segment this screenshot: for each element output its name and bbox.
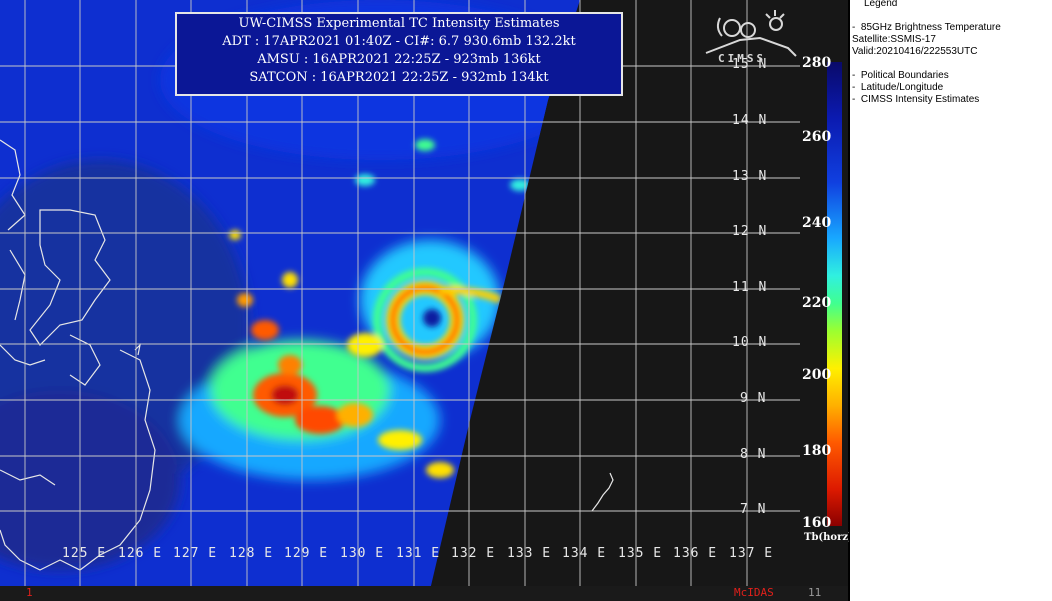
- colorbar-tick-160: 160: [802, 515, 832, 531]
- lon-label-131e: 131 E: [396, 546, 441, 561]
- colorbar-tick-200: 200: [802, 367, 832, 383]
- lat-label-14n: 14 N: [732, 113, 768, 128]
- lat-label-7n: 7 N: [740, 502, 767, 517]
- swath-imagery: [0, 0, 580, 590]
- colorbar-tick-280: 280: [802, 55, 832, 71]
- lat-label-12n: 12 N: [732, 224, 768, 239]
- mcidas-label: McIDAS: [734, 586, 774, 599]
- lon-label-130e: 130 E: [340, 546, 385, 561]
- lat-label-9n: 9 N: [740, 391, 767, 406]
- lon-label-133e: 133 E: [507, 546, 552, 561]
- frame-count: 11: [808, 586, 822, 599]
- lon-label-135e: 135 E: [618, 546, 663, 561]
- legend-valid-time: Valid:20210416/222553UTC: [852, 46, 978, 57]
- info-amsu: AMSU : 16APR2021 22:25Z - 923mb 136kt: [257, 52, 541, 67]
- legend-title: Legend: [864, 0, 898, 9]
- legend-product: - 85GHz Brightness Temperature: [852, 22, 1001, 33]
- lon-label-129e: 129 E: [284, 546, 329, 561]
- lat-label-11n: 11 N: [732, 280, 768, 295]
- lon-label-127e: 127 E: [173, 546, 218, 561]
- lon-label-126e: 126 E: [118, 546, 163, 561]
- cimss-logo-icon: CIMSS: [705, 10, 797, 65]
- lat-label-15n: 15 N: [732, 57, 768, 72]
- lon-label-134e: 134 E: [562, 546, 607, 561]
- lon-label-125e: 125 E: [62, 546, 107, 561]
- brightness-temperature-colorbar: [827, 62, 842, 526]
- lat-label-13n: 13 N: [732, 169, 768, 184]
- lon-label-137e: 137 E: [729, 546, 774, 561]
- legend-overlay-latlon: - Latitude/Longitude: [852, 82, 944, 93]
- lon-label-132e: 132 E: [451, 546, 496, 561]
- lat-lon-grid: [0, 0, 800, 586]
- intensity-estimates-box: UW-CIMSS Experimental TC Intensity Estim…: [175, 12, 623, 96]
- colorbar-tick-240: 240: [802, 215, 832, 231]
- legend-panel: Legend - 85GHz Brightness Temperature Sa…: [849, 0, 1052, 601]
- lat-label-8n: 8 N: [740, 447, 767, 462]
- cimss-logo: CIMSS: [700, 8, 800, 68]
- logo-text: CIMSS: [718, 52, 766, 65]
- lat-label-10n: 10 N: [732, 335, 768, 350]
- frame-number: 1: [26, 586, 33, 599]
- info-satcon: SATCON : 16APR2021 22:25Z - 932mb 134kt: [249, 70, 549, 85]
- colorbar-tick-260: 260: [802, 129, 832, 145]
- satellite-imagery: [0, 0, 800, 590]
- colorbar-tick-220: 220: [802, 295, 832, 311]
- legend-overlay-intensity: - CIMSS Intensity Estimates: [852, 94, 980, 105]
- lon-label-128e: 128 E: [229, 546, 274, 561]
- colorbar-unit: Tb(horz): [804, 532, 853, 543]
- legend-satellite: Satellite:SSMIS-17: [852, 34, 936, 45]
- info-adt: ADT : 17APR2021 01:40Z - CI#: 6.7 930.6m…: [222, 34, 576, 49]
- colorbar-tick-180: 180: [802, 443, 832, 459]
- satellite-map: 15 N 14 N 13 N 12 N 11 N 10 N 9 N 8 N 7 …: [0, 0, 848, 601]
- lon-label-136e: 136 E: [673, 546, 718, 561]
- info-title: UW-CIMSS Experimental TC Intensity Estim…: [238, 16, 560, 31]
- legend-overlay-boundaries: - Political Boundaries: [852, 70, 949, 81]
